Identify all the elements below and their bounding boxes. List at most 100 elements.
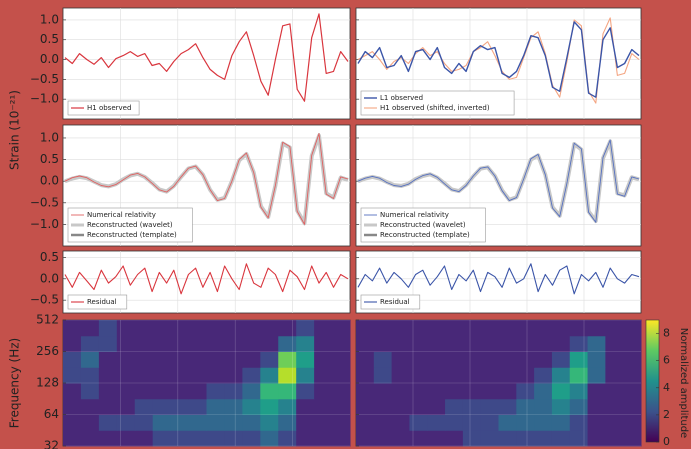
heatmap-cell	[373, 351, 393, 368]
heatmap-cell	[188, 398, 207, 415]
heatmap-cell	[427, 430, 446, 447]
legend: Residual	[67, 294, 128, 310]
heatmap-cell	[98, 414, 118, 431]
heatmap-cell	[445, 335, 464, 352]
heatmap-cell	[356, 351, 375, 368]
heatmap-cell	[623, 398, 642, 415]
heatmap-cell	[551, 335, 571, 352]
series-line	[357, 139, 640, 223]
heatmap-cell	[551, 320, 571, 337]
heatmap-cell	[445, 351, 464, 368]
heatmap-cell	[587, 398, 606, 415]
heatmap-cell	[445, 320, 464, 337]
heatmap-cell	[260, 351, 279, 368]
heatmap-cell	[462, 398, 482, 415]
heatmap-cell	[278, 351, 297, 368]
heatmap-cell	[80, 320, 100, 337]
legend: L1 observed H1 observed (shifted, inverte…	[360, 90, 515, 116]
heatmap-cell	[623, 414, 642, 431]
heatmap-cell	[98, 320, 118, 337]
heatmap-cell	[391, 414, 410, 431]
heatmap-cell	[260, 414, 279, 431]
heatmap-cell	[391, 335, 410, 352]
heatmap-cell	[296, 320, 315, 337]
heatmap-cell	[551, 430, 571, 447]
heatmap-cell	[480, 430, 499, 447]
heatmap-cell	[278, 335, 297, 352]
legend-label: Residual	[380, 298, 410, 306]
heatmap-cell	[98, 430, 118, 447]
heatmap-cell	[623, 351, 642, 368]
heatmap-cell	[296, 383, 315, 400]
heatmap-cell	[427, 335, 446, 352]
heatmap-cell	[242, 398, 261, 415]
heatmap-cell	[278, 430, 297, 447]
heatmap-cell	[206, 351, 225, 368]
heatmap-cell	[605, 351, 624, 368]
y-tick-label: 0.0	[40, 271, 59, 285]
heatmap-cell	[498, 320, 517, 337]
heatmap-cell	[445, 398, 464, 415]
legend-label: H1 observed (shifted, inverted)	[380, 104, 490, 112]
legend-label: L1 observed	[380, 94, 423, 102]
heatmap-cell	[152, 320, 172, 337]
legend-box	[360, 207, 486, 243]
heatmap-cell	[170, 351, 190, 368]
heatmap-cell	[296, 414, 315, 431]
heatmap-cell	[498, 335, 517, 352]
y-tick-label: −0.5	[30, 72, 59, 86]
heatmap-cell	[116, 398, 136, 415]
heatmap-cell	[98, 383, 118, 400]
y-tick-label: 0.5	[40, 250, 59, 264]
heatmap-cell	[587, 383, 606, 400]
heatmap-cell	[134, 430, 154, 447]
heatmap-cell	[116, 351, 136, 368]
legend-box	[67, 207, 193, 243]
heatmap-cell	[224, 383, 243, 400]
heatmap-cell	[170, 414, 190, 431]
heatmap-cell	[98, 398, 118, 415]
y-tick-label: −0.5	[30, 293, 59, 307]
heatmap-cell	[98, 335, 118, 352]
heatmap-cell	[188, 367, 207, 384]
heatmap-cell	[314, 335, 333, 352]
heatmap-cell	[170, 367, 190, 384]
heatmap-cell	[242, 367, 261, 384]
legend-label: Reconstructed (template)	[380, 231, 470, 239]
series-line	[357, 17, 640, 104]
heatmap-cell	[152, 398, 172, 415]
legend-label: Residual	[87, 298, 117, 306]
y-axis-label: Strain (10⁻²¹)	[8, 90, 22, 170]
heatmap-cell	[314, 430, 333, 447]
heatmap-cell	[516, 320, 535, 337]
heatmap-cell	[427, 320, 446, 337]
heatmap-cell	[391, 430, 410, 447]
heatmap-cell	[498, 414, 517, 431]
legend: Numerical relativity Reconstructed (wavel…	[67, 207, 193, 243]
heatmap-cell	[63, 383, 82, 400]
heatmap-cell	[63, 320, 82, 337]
colorbar-tick-label: 0	[663, 435, 670, 448]
heatmap-cell	[623, 367, 642, 384]
heatmap-cell	[373, 320, 393, 337]
heatmap-cell	[534, 320, 553, 337]
y-tick-label: 32	[44, 439, 59, 449]
series-line	[357, 21, 640, 98]
heatmap-cell	[170, 383, 190, 400]
heatmap-cell	[80, 430, 100, 447]
legend-label: Reconstructed (wavelet)	[380, 221, 466, 229]
heatmap-cell	[224, 414, 243, 431]
heatmap-cell	[373, 383, 393, 400]
heatmap-cell	[391, 320, 410, 337]
heatmap-cell	[551, 398, 571, 415]
legend-label: Numerical relativity	[87, 211, 156, 219]
heatmap-cell	[152, 351, 172, 368]
heatmap-cell	[224, 367, 243, 384]
heatmap-cell	[356, 383, 375, 400]
y-tick-label: −0.5	[30, 195, 59, 209]
heatmap-cell	[134, 351, 154, 368]
heatmap-cell	[170, 320, 190, 337]
heatmap-cell	[170, 430, 190, 447]
y-tick-label: 0.0	[40, 52, 59, 66]
heatmap-cell	[569, 383, 589, 400]
